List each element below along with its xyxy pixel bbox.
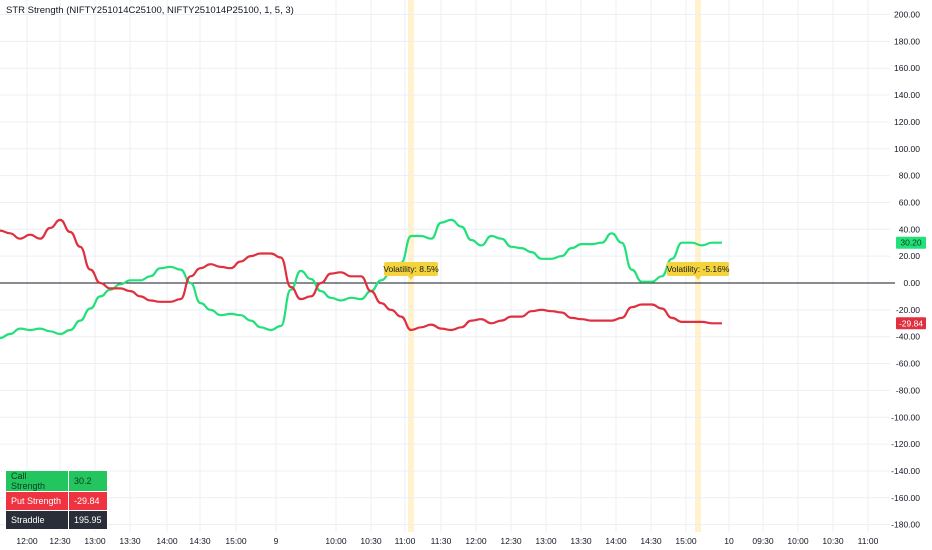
- x-tick-label: 11:30: [431, 536, 452, 546]
- call-strength-line: [0, 218, 722, 340]
- y-tick-label: 160.00: [894, 63, 920, 73]
- call-strength-label: Call Strength: [5, 470, 69, 492]
- volatility-annotation-2: Volatility: -5.16%: [667, 262, 730, 280]
- y-tick-label: 120.00: [894, 117, 920, 127]
- x-axis: 12:00 12:30 13:00 13:30 14:00 14:30 15:00 9 10:0…: [16, 536, 878, 546]
- y-tick-label: 0.00: [903, 278, 920, 288]
- x-tick-label: 11:00: [395, 536, 416, 546]
- x-tick-label: 14:30: [640, 536, 662, 546]
- x-tick-label: 14:00: [605, 536, 627, 546]
- x-tick-label: 12:00: [465, 536, 487, 546]
- y-tick-label: 100.00: [894, 144, 920, 154]
- indicator-title: STR Strength (NIFTY251014C25100, NIFTY25…: [6, 5, 294, 16]
- last-value-badge: [896, 236, 926, 249]
- x-tick-label: 14:30: [189, 536, 211, 546]
- y-tick-label: 40.00: [899, 224, 921, 234]
- x-tick-label: 10:00: [787, 536, 809, 546]
- strength-stats-table: Call Strength 30.2 Put Strength -29.84 S…: [5, 470, 108, 530]
- x-tick-label: 14:00: [156, 536, 178, 546]
- annotation-pointer: [408, 276, 414, 280]
- x-tick-label: 9: [274, 536, 279, 546]
- x-tick-label: 10:00: [325, 536, 347, 546]
- y-tick-label: 140.00: [894, 90, 920, 100]
- y-tick-label: -180.00: [891, 520, 920, 530]
- annotation-box: [667, 262, 729, 276]
- y-tick-label: -20.00: [896, 305, 920, 315]
- y-tick-label: -80.00: [896, 385, 920, 395]
- x-tick-label: 15:00: [225, 536, 247, 546]
- x-tick-label: 13:00: [535, 536, 557, 546]
- series-layer: [0, 218, 722, 340]
- put-strength-value: -29.84: [68, 491, 108, 511]
- last-value-text: -29.84: [899, 318, 923, 328]
- y-tick-label: 180.00: [894, 36, 920, 46]
- x-tick-label: 12:00: [16, 536, 38, 546]
- y-tick-label: -140.00: [891, 466, 920, 476]
- annotation-label: Volatility: -5.16%: [667, 264, 730, 274]
- y-tick-label: 60.00: [899, 197, 921, 207]
- x-tick-label: 11:00: [858, 536, 879, 546]
- x-tick-label: 10:30: [360, 536, 382, 546]
- x-tick-label: 09:30: [752, 536, 774, 546]
- annotation-layer: Volatility: 8.5% Volatility: -5.16%: [383, 262, 730, 280]
- y-axis: 200.00 180.00 160.00 140.00 120.00 100.00 80.0…: [891, 10, 926, 530]
- x-tick-label: 10: [724, 536, 734, 546]
- straddle-row: Straddle 195.95: [5, 510, 108, 530]
- x-tick-label: 13:30: [119, 536, 141, 546]
- put-strength-label: Put Strength: [5, 491, 69, 511]
- y-tick-label: 80.00: [899, 171, 921, 181]
- call-last-value-tag: 30.20: [896, 236, 926, 249]
- y-tick-label: -100.00: [891, 412, 920, 422]
- x-tick-label: 12:30: [500, 536, 522, 546]
- call-strength-row: Call Strength 30.2: [5, 470, 108, 492]
- y-tick-label: 200.00: [894, 10, 920, 20]
- x-tick-label: 10:30: [822, 536, 844, 546]
- y-tick-label: 20.00: [899, 251, 921, 261]
- x-tick-label: 15:00: [675, 536, 697, 546]
- grid-layer: [0, 0, 890, 532]
- put-strength-row: Put Strength -29.84: [5, 491, 108, 511]
- y-tick-label: -40.00: [896, 332, 920, 342]
- annotation-pointer: [695, 276, 701, 280]
- put-last-value-tag: -29.84: [896, 317, 926, 330]
- y-tick-label: -160.00: [891, 493, 920, 503]
- x-tick-label: 12:30: [49, 536, 71, 546]
- annotation-box: [384, 262, 438, 276]
- straddle-label: Straddle: [5, 510, 69, 530]
- last-value-text: 30.20: [900, 238, 922, 248]
- put-strength-line: [0, 218, 722, 332]
- x-tick-label: 13:00: [84, 536, 106, 546]
- annotation-label: Volatility: 8.5%: [383, 264, 439, 274]
- y-tick-label: -60.00: [896, 359, 920, 369]
- call-strength-value: 30.2: [68, 470, 108, 492]
- straddle-value: 195.95: [68, 510, 108, 530]
- highlight-bands-layer: [408, 0, 701, 532]
- y-tick-label: -120.00: [891, 439, 920, 449]
- volatility-annotation-1: Volatility: 8.5%: [383, 262, 439, 280]
- x-tick-label: 13:30: [570, 536, 592, 546]
- last-value-badge: [896, 317, 926, 330]
